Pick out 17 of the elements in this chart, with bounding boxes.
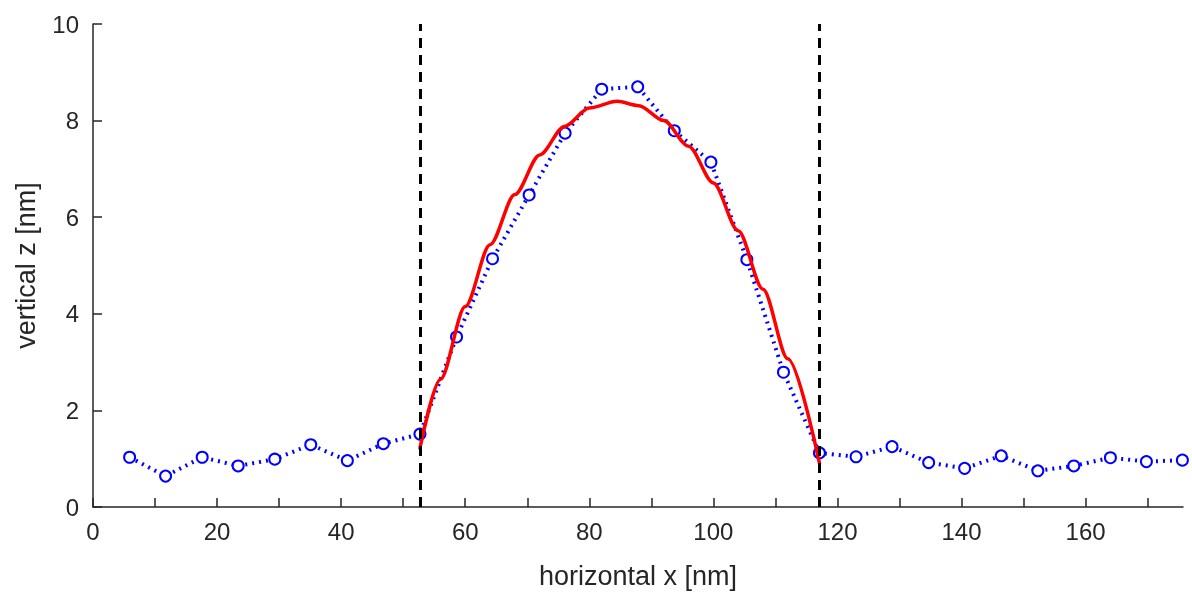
y-axis-title: vertical z [nm] — [10, 182, 41, 349]
y-tick-label: 4 — [65, 300, 79, 328]
x-tick-label: 20 — [203, 517, 231, 545]
x-tick-label: 40 — [327, 517, 355, 545]
y-tick-label: 10 — [52, 10, 79, 38]
x-tick-label: 0 — [86, 517, 100, 545]
x-tick-label: 80 — [575, 517, 603, 545]
x-axis-title: horizontal x [nm] — [538, 560, 738, 591]
x-tick-label: 140 — [941, 517, 982, 545]
y-tick-label: 6 — [65, 203, 79, 231]
y-tick-label: 0 — [65, 493, 79, 521]
x-tick-label: 120 — [817, 517, 858, 545]
y-tick-label: 2 — [65, 396, 79, 424]
y-tick-label: 8 — [65, 107, 79, 135]
x-tick-label: 100 — [693, 517, 734, 545]
x-tick-label: 60 — [451, 517, 479, 545]
x-tick-label: 160 — [1065, 517, 1106, 545]
